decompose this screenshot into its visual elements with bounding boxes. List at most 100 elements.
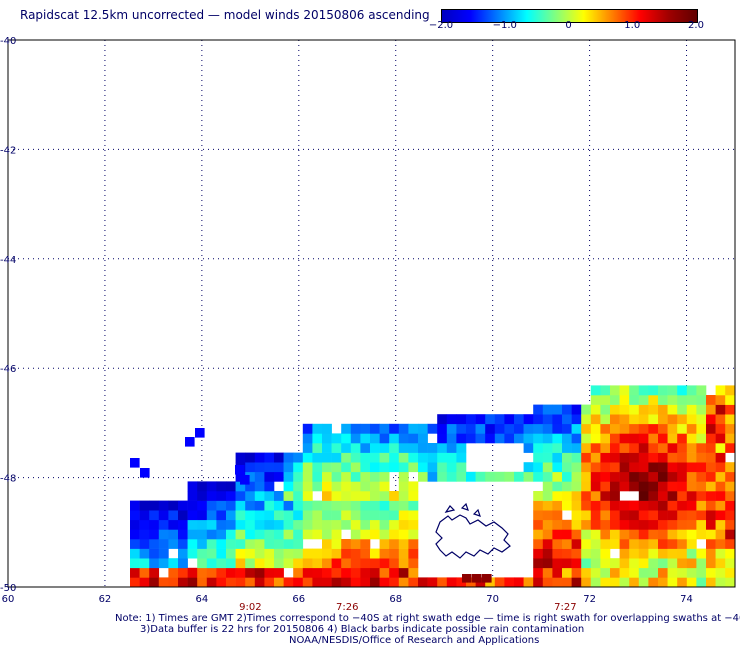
wind-difference-cell [185, 437, 195, 447]
wind-difference-cell [293, 471, 304, 482]
wind-difference-cell [254, 462, 265, 473]
wind-difference-cell [667, 395, 678, 405]
wind-difference-cell [293, 519, 304, 530]
wind-difference-cell [139, 529, 150, 540]
wind-difference-cell [590, 577, 601, 588]
wind-difference-cell [408, 510, 419, 521]
wind-difference-cell [408, 433, 419, 444]
wind-difference-cell [293, 539, 304, 549]
wind-difference-cell [629, 443, 640, 453]
wind-difference-cell [715, 500, 726, 511]
wind-difference-cell [677, 443, 688, 453]
wind-difference-cell [360, 577, 371, 588]
wind-difference-cell [590, 567, 601, 578]
wind-difference-cell [658, 491, 668, 501]
wind-difference-cell [130, 539, 140, 549]
longitude-tick-label: 70 [486, 594, 499, 605]
wind-difference-cell [408, 452, 419, 463]
wind-difference-cell [725, 539, 736, 549]
wind-difference-cell [168, 577, 179, 588]
wind-difference-cell [158, 577, 169, 588]
wind-difference-cell [715, 414, 726, 425]
wind-difference-cell [667, 433, 678, 444]
wind-difference-cell [706, 558, 716, 569]
wind-difference-cell [322, 491, 332, 501]
wind-difference-cell [389, 452, 400, 463]
wind-difference-cell [283, 529, 294, 540]
wind-difference-cell [331, 471, 342, 482]
wind-difference-cell [542, 471, 553, 482]
wind-difference-cell [686, 471, 697, 482]
wind-difference-cell [610, 481, 620, 492]
wind-difference-cell [197, 539, 208, 549]
wind-difference-cell [312, 452, 323, 463]
wind-difference-cell [379, 491, 390, 501]
wind-difference-cell [398, 539, 409, 549]
wind-difference-cell [619, 529, 630, 540]
longitude-tick-label: 66 [292, 594, 305, 605]
wind-difference-cell [667, 491, 678, 501]
wind-difference-cell [562, 491, 572, 501]
longitude-tick-label: 62 [99, 594, 112, 605]
wind-difference-cell [206, 558, 217, 569]
wind-difference-cell [302, 471, 313, 482]
wind-difference-cell [341, 548, 352, 559]
wind-difference-cell [619, 462, 630, 473]
wind-difference-cell [130, 510, 140, 521]
wind-difference-cell [437, 452, 448, 463]
wind-difference-cell [178, 519, 188, 530]
wind-difference-cell [619, 452, 630, 463]
wind-difference-cell [725, 529, 736, 540]
wind-difference-cell [581, 548, 592, 559]
wind-difference-cell [398, 491, 409, 501]
wind-difference-cell [590, 443, 601, 453]
wind-difference-cell [658, 443, 668, 453]
wind-difference-cell [312, 500, 323, 511]
wind-difference-cell [667, 548, 678, 559]
wind-difference-cell [408, 577, 419, 588]
wind-difference-cell [590, 395, 601, 405]
wind-difference-cell [379, 452, 390, 463]
wind-difference-cell [658, 452, 668, 463]
wind-difference-cell [638, 471, 649, 482]
wind-difference-cell [302, 529, 313, 540]
wind-difference-cell [571, 500, 582, 511]
wind-difference-cell [658, 529, 668, 540]
wind-difference-cell [418, 452, 428, 463]
wind-difference-cell [302, 558, 313, 569]
wind-difference-cell [715, 577, 726, 588]
wind-difference-cell [648, 577, 659, 588]
wind-difference-cell [533, 404, 544, 415]
wind-difference-cell [408, 462, 419, 473]
wind-difference-cell [187, 548, 198, 559]
latitude-tick-label: -50 [0, 583, 16, 594]
wind-difference-cell [590, 529, 601, 540]
wind-difference-cell [398, 510, 409, 521]
wind-difference-cell [206, 539, 217, 549]
wind-difference-cell [706, 529, 716, 540]
wind-difference-cell [379, 443, 390, 453]
color-scale-tick-label: 2.0 [688, 20, 704, 31]
wind-difference-cell [379, 529, 390, 540]
wind-difference-cell [130, 558, 140, 569]
wind-difference-cell [446, 471, 457, 482]
wind-difference-cell [638, 423, 649, 434]
wind-difference-cell [264, 539, 275, 549]
wind-difference-cell [216, 577, 227, 588]
wind-difference-cell [158, 519, 169, 530]
wind-difference-cell [187, 500, 198, 511]
wind-difference-cell [206, 548, 217, 559]
wind-difference-cell [494, 423, 505, 434]
wind-difference-cell [149, 500, 160, 511]
wind-difference-cell [696, 395, 707, 405]
wind-difference-cell [216, 567, 227, 578]
wind-difference-cell [254, 481, 265, 492]
wind-difference-cell [398, 471, 409, 482]
wind-difference-cell [350, 433, 361, 444]
wind-difference-cell [398, 433, 409, 444]
wind-difference-cell [216, 500, 227, 511]
wind-difference-cell [274, 567, 284, 578]
wind-difference-cell [139, 510, 150, 521]
